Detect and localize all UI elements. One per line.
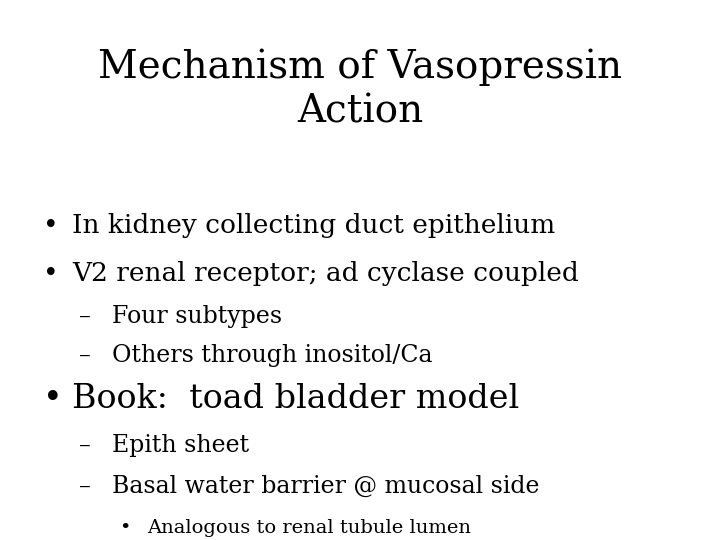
Text: •: • bbox=[43, 213, 59, 238]
Text: Epith sheet: Epith sheet bbox=[112, 434, 248, 457]
Text: Mechanism of Vasopressin
Action: Mechanism of Vasopressin Action bbox=[98, 49, 622, 130]
Text: Others through inositol/Ca: Others through inositol/Ca bbox=[112, 344, 432, 367]
Text: Four subtypes: Four subtypes bbox=[112, 305, 282, 328]
Text: –: – bbox=[79, 305, 91, 328]
Text: –: – bbox=[79, 344, 91, 367]
Text: V2 renal receptor; ad cyclase coupled: V2 renal receptor; ad cyclase coupled bbox=[72, 261, 579, 286]
Text: Basal water barrier @ mucosal side: Basal water barrier @ mucosal side bbox=[112, 475, 539, 498]
Text: Analogous to renal tubule lumen: Analogous to renal tubule lumen bbox=[148, 519, 472, 537]
Text: •: • bbox=[43, 383, 63, 415]
Text: In kidney collecting duct epithelium: In kidney collecting duct epithelium bbox=[72, 213, 555, 238]
Text: Book:  toad bladder model: Book: toad bladder model bbox=[72, 383, 519, 415]
Text: –: – bbox=[79, 475, 91, 498]
Text: •: • bbox=[119, 519, 130, 537]
Text: •: • bbox=[43, 261, 59, 286]
Text: –: – bbox=[79, 434, 91, 457]
